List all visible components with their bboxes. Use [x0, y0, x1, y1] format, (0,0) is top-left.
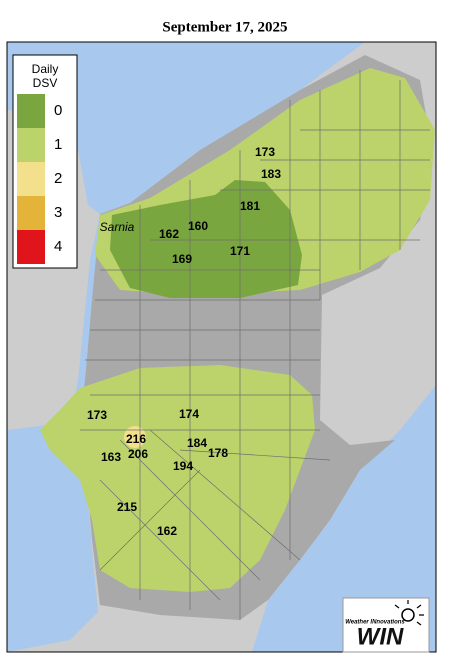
legend-label: 0	[54, 102, 62, 119]
station-value: 162	[157, 524, 177, 538]
station-value: 194	[173, 459, 193, 473]
station-value: 178	[208, 446, 228, 460]
lake-east	[252, 385, 436, 652]
station-value: 163	[101, 450, 121, 464]
logo-tagline: Weather INnovations	[345, 620, 405, 626]
legend: Daily DSV 0 1 2 3 4	[12, 54, 78, 269]
station-value: 206	[128, 447, 148, 461]
station-value: 169	[172, 252, 192, 266]
station-labels: 173 183 181 160 162 169 171 173 174 216 …	[87, 145, 281, 538]
legend-swatch	[17, 128, 45, 162]
zone-dsv-2	[124, 426, 146, 448]
zone-dsv-0	[110, 180, 302, 298]
logo-sun	[401, 608, 415, 622]
legend-swatch	[17, 162, 45, 196]
legend-swatch	[17, 94, 45, 128]
lake-st-clair	[7, 424, 98, 652]
logo-rays	[394, 600, 424, 626]
station-value: 162	[159, 227, 179, 241]
lake-huron	[7, 42, 365, 214]
map: Sarnia 173 183 181 160 162 169 171 173 1…	[7, 42, 436, 652]
station-value: 173	[255, 145, 275, 159]
roads	[80, 70, 430, 620]
station-value: 184	[187, 436, 207, 450]
river	[70, 214, 108, 425]
map-title: September 17, 2025	[162, 19, 287, 35]
station-value: 173	[87, 408, 107, 422]
legend-swatch	[17, 196, 45, 230]
place-label: Sarnia	[100, 220, 135, 234]
station-value: 183	[261, 167, 281, 181]
legend-swatch	[17, 230, 45, 264]
station-value: 171	[230, 244, 250, 258]
logo: Weather INnovations WIN	[342, 597, 430, 653]
logo-box	[342, 597, 430, 653]
legend-label: 1	[54, 136, 62, 153]
legend-label: 4	[54, 238, 62, 255]
legend-title: Daily	[32, 62, 59, 76]
zone-dsv-1-south	[40, 365, 315, 592]
station-value: 174	[179, 407, 199, 421]
legend-label: 2	[54, 170, 62, 187]
legend-title: DSV	[33, 76, 58, 90]
station-value: 215	[117, 500, 137, 514]
station-value: 181	[240, 199, 260, 213]
legend-label: 3	[54, 204, 62, 221]
station-value: 216	[126, 432, 146, 446]
station-value: 160	[188, 219, 208, 233]
logo-name: WIN	[357, 623, 404, 650]
map-frame	[6, 41, 437, 653]
